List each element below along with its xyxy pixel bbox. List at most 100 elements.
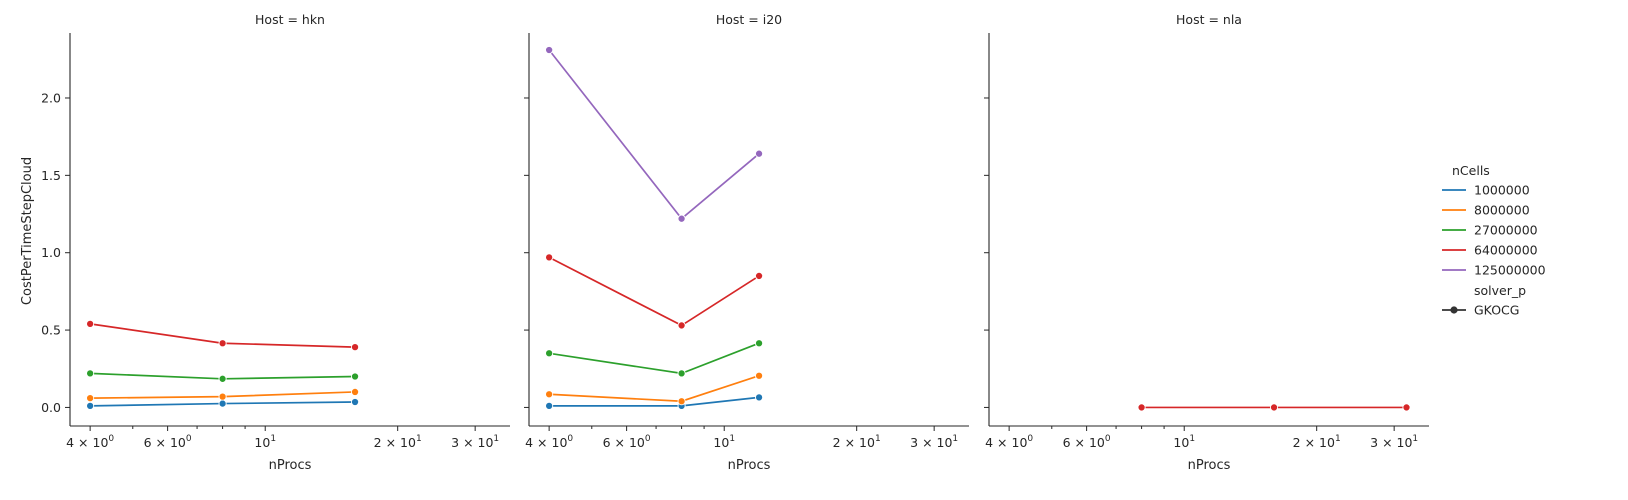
data-point-1000000 — [350, 397, 360, 407]
x-tick-label: 6 × 100 — [1063, 434, 1111, 450]
x-tick-label: 6 × 100 — [603, 434, 651, 450]
x-tick-label: 3 × 101 — [910, 434, 958, 450]
y-tick-label: 1.5 — [41, 168, 61, 183]
x-tick-label-base: 4 × 10 — [985, 435, 1027, 450]
data-point-1000000 — [755, 393, 764, 402]
legend-style-title: solver_p — [1474, 283, 1526, 298]
x-tick-label-exponent: 1 — [875, 434, 881, 444]
x-tick-label-base: 6 × 10 — [144, 435, 186, 450]
legend-label: GKOCG — [1474, 303, 1519, 318]
x-tick-label-base: 3 × 10 — [1370, 435, 1412, 450]
x-tick-label-exponent: 1 — [1189, 434, 1195, 444]
x-tick-label-base: 2 × 10 — [1293, 435, 1335, 450]
x-tick-label: 2 × 101 — [833, 434, 881, 450]
panel-title: Host = hkn — [255, 12, 325, 27]
y-tick-label: 0.0 — [41, 400, 61, 415]
series-line-8000000 — [549, 374, 760, 403]
data-point-8000000 — [218, 392, 227, 401]
x-tick-label-base: 10 — [1173, 435, 1189, 450]
x-tick-label-exponent: 1 — [1412, 434, 1418, 444]
x-tick-label-exponent: 0 — [1105, 434, 1111, 444]
x-tick-label-base: 4 × 10 — [66, 435, 108, 450]
x-tick-label-exponent: 1 — [416, 434, 422, 444]
x-tick-label-base: 3 × 10 — [451, 435, 493, 450]
data-point-27000000 — [755, 339, 764, 348]
data-point-125000000 — [755, 149, 764, 158]
data-point-27000000 — [350, 372, 360, 381]
legend-label: 1000000 — [1474, 183, 1530, 198]
x-tick-label-base: 10 — [254, 435, 270, 450]
x-tick-label-exponent: 0 — [186, 434, 192, 444]
y-tick-label: 0.5 — [41, 323, 61, 338]
legend-label: 27000000 — [1474, 223, 1538, 238]
x-tick-label-exponent: 0 — [1027, 434, 1033, 444]
data-point-8000000 — [545, 390, 554, 399]
data-point-27000000 — [545, 349, 554, 358]
legend-hue-title: nCells — [1452, 163, 1490, 178]
series-line-64000000 — [548, 256, 760, 327]
legend: nCells 1000000 8000000 27000000 64000000 1250… — [1442, 163, 1546, 318]
y-axis-label: CostPerTimeStepCloud — [20, 157, 35, 305]
data-point-8000000 — [755, 371, 764, 380]
y-tick-label: 2.0 — [41, 90, 61, 105]
x-tick-label-exponent: 1 — [270, 434, 276, 444]
data-point-1000000 — [545, 401, 554, 410]
x-tick-label: 4 × 100 — [985, 434, 1033, 450]
data-point-64000000 — [218, 339, 227, 348]
data-point-8000000 — [350, 387, 360, 397]
x-tick-label: 3 × 101 — [451, 434, 499, 450]
legend-label: 64000000 — [1474, 243, 1538, 258]
x-tick-label-exponent: 1 — [952, 434, 958, 444]
data-point-27000000 — [677, 369, 686, 378]
x-tick-label-exponent: 0 — [108, 434, 114, 444]
data-point-27000000 — [86, 369, 95, 378]
x-tick-label: 4 × 100 — [66, 434, 114, 450]
x-tick-label-exponent: 1 — [1335, 434, 1341, 444]
x-tick-label-exponent: 1 — [493, 434, 499, 444]
x-tick-label: 4 × 100 — [525, 434, 573, 450]
series-line-1000000 — [549, 396, 760, 407]
legend-label: 8000000 — [1474, 203, 1530, 218]
x-axis-label: nProcs — [728, 458, 771, 473]
y-tick-label: 1.0 — [41, 245, 61, 260]
x-tick-label: 2 × 101 — [1293, 434, 1341, 450]
data-point-64000000 — [1402, 403, 1411, 412]
data-point-64000000 — [350, 343, 360, 352]
x-tick-label: 6 × 100 — [144, 434, 192, 450]
x-tick-label-base: 10 — [713, 435, 729, 450]
x-tick-label-exponent: 0 — [645, 434, 651, 444]
data-point-1000000 — [86, 401, 95, 410]
x-tick-label: 2 × 101 — [374, 434, 422, 450]
x-axis-label: nProcs — [269, 458, 312, 473]
panel-title: Host = i20 — [716, 12, 782, 27]
x-tick-label: 101 — [1173, 434, 1195, 450]
data-point-64000000 — [677, 321, 686, 330]
x-tick-label: 3 × 101 — [1370, 434, 1418, 450]
data-point-125000000 — [545, 45, 554, 55]
data-point-64000000 — [755, 271, 764, 280]
data-point-27000000 — [218, 374, 227, 383]
data-point-125000000 — [677, 214, 686, 223]
data-point-64000000 — [1269, 403, 1279, 412]
data-point-8000000 — [677, 397, 686, 406]
legend-marker — [1450, 306, 1458, 314]
panel-title: Host = nla — [1176, 12, 1242, 27]
data-point-64000000 — [545, 253, 554, 262]
series-line-125000000 — [548, 49, 760, 220]
x-axis-label: nProcs — [1188, 458, 1231, 473]
x-tick-label-base: 2 × 10 — [374, 435, 416, 450]
legend-label: 125000000 — [1474, 263, 1546, 278]
data-point-8000000 — [86, 394, 95, 403]
data-point-64000000 — [86, 319, 95, 328]
x-tick-label-base: 2 × 10 — [833, 435, 875, 450]
x-tick-label: 101 — [254, 434, 276, 450]
x-tick-label-base: 3 × 10 — [910, 435, 952, 450]
data-point-1000000 — [218, 399, 227, 408]
x-tick-label-base: 4 × 10 — [525, 435, 567, 450]
x-tick-label-base: 6 × 10 — [603, 435, 645, 450]
